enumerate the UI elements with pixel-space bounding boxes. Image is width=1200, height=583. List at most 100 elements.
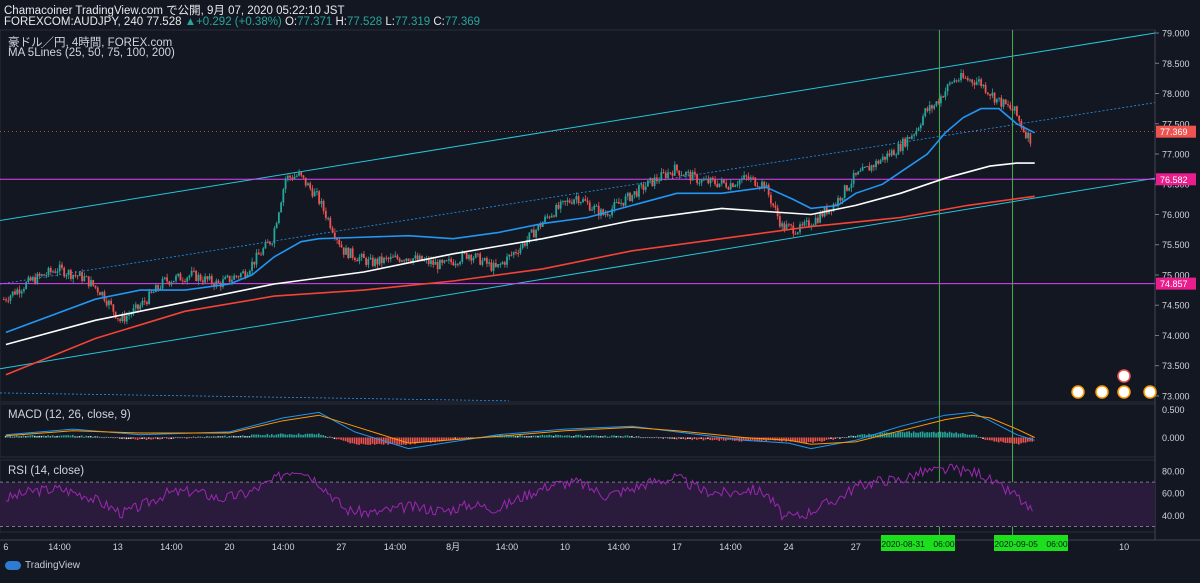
candle-body	[727, 187, 730, 190]
candle-body	[56, 271, 59, 273]
candle-body	[1024, 131, 1027, 139]
candle-body	[917, 128, 920, 131]
macd-pane-title[interactable]: MACD (12, 26, close, 9)	[8, 409, 131, 421]
candle-body	[76, 275, 79, 277]
candle-body	[852, 172, 855, 184]
macd-histogram-bar	[539, 435, 541, 438]
macd-histogram-bar	[548, 434, 550, 438]
candle-body	[944, 91, 947, 98]
candle-body	[20, 291, 23, 294]
macd-histogram-bar	[199, 436, 202, 438]
candle-body	[517, 253, 520, 255]
macd-histogram-bar	[134, 437, 137, 440]
macd-histogram-bar	[179, 437, 181, 439]
macd-histogram-bar	[1000, 437, 1002, 442]
price-tick-label: 75.500	[1162, 240, 1190, 250]
candle-body	[327, 218, 329, 220]
macd-histogram-bar	[18, 436, 20, 438]
macd-histogram-bar	[991, 437, 993, 441]
candle-body	[991, 92, 994, 96]
macd-histogram-bar	[794, 437, 796, 442]
candle-body	[928, 105, 931, 111]
macd-histogram-bar	[671, 437, 673, 439]
candle-body	[340, 244, 343, 248]
candle-body	[302, 175, 305, 178]
macd-histogram-bar	[841, 437, 843, 438]
candle-body	[895, 154, 898, 156]
macd-histogram-bar	[528, 436, 530, 438]
macd-histogram-bar	[606, 436, 609, 438]
candle-body	[857, 171, 860, 175]
candle-body	[651, 178, 654, 187]
macd-histogram-bar	[966, 434, 969, 438]
candle-body	[942, 96, 945, 98]
macd-histogram-bar	[908, 431, 911, 438]
candle-body	[982, 84, 985, 87]
candle-body	[195, 270, 198, 281]
macd-histogram-bar	[557, 435, 559, 438]
macd-histogram-bar	[398, 437, 401, 445]
candle-body	[640, 184, 643, 186]
candle-body	[262, 248, 265, 255]
candle-body	[714, 179, 716, 185]
macd-histogram-bar	[584, 435, 586, 438]
candle-body	[143, 300, 146, 303]
candle-body	[244, 271, 247, 278]
macd-histogram-bar	[194, 437, 197, 439]
macd-histogram-bar	[626, 435, 629, 438]
candle-body	[644, 186, 647, 190]
candle-body	[687, 171, 690, 173]
candle-body	[523, 243, 526, 246]
candle-body	[25, 282, 28, 289]
macd-histogram-bar	[1024, 437, 1027, 443]
macd-histogram-bar	[1018, 437, 1020, 445]
candle-body	[275, 222, 278, 229]
rsi-pane-title[interactable]: RSI (14, close)	[8, 465, 85, 477]
ma-line-2	[5, 162, 1035, 346]
macd-histogram-bar	[342, 437, 345, 441]
candle-body	[1000, 97, 1003, 107]
macd-histogram-bar	[1002, 437, 1004, 443]
candle-body	[638, 185, 640, 197]
ma-indicator-label[interactable]: MA 5Lines (25, 50, 75, 100, 200)	[8, 47, 175, 59]
candle-body	[385, 257, 388, 259]
macd-histogram-bar	[356, 437, 358, 445]
candle-body	[67, 270, 70, 276]
macd-histogram-bar	[906, 431, 908, 438]
macd-histogram-bar	[414, 437, 416, 445]
time-tick-label: 20	[225, 542, 235, 552]
candle-body	[168, 281, 171, 285]
macd-histogram-bar	[693, 437, 696, 439]
macd-histogram-bar	[244, 435, 246, 438]
candle-body	[937, 101, 940, 104]
candle-body	[709, 177, 712, 184]
candle-body	[434, 261, 437, 265]
event-flag-icon	[1117, 369, 1131, 383]
candle-body	[1018, 115, 1021, 121]
macd-histogram-bar	[530, 435, 533, 438]
macd-histogram-bar	[564, 435, 566, 438]
candle-body	[181, 280, 184, 282]
close-label: C:	[433, 16, 445, 28]
candle-body	[796, 232, 799, 234]
macd-histogram-bar	[96, 436, 99, 438]
macd-histogram-bar	[993, 437, 996, 442]
candle-body	[919, 124, 922, 129]
candle-body	[22, 288, 25, 292]
macd-histogram-bar	[984, 437, 987, 440]
candle-body	[848, 188, 851, 191]
macd-histogram-bar	[418, 437, 421, 443]
macd-histogram-bar	[4, 435, 7, 438]
macd-histogram-bar	[456, 437, 459, 440]
macd-histogram-bar	[344, 437, 347, 442]
candle-body	[430, 260, 432, 265]
macd-histogram-bar	[416, 437, 418, 444]
candle-body	[859, 170, 862, 172]
channel-mid-line	[0, 102, 1156, 285]
candle-body	[839, 197, 842, 201]
macd-histogram-bar	[76, 436, 79, 438]
candle-body	[354, 257, 356, 260]
candle-body	[526, 240, 529, 246]
candle-body	[731, 183, 734, 188]
